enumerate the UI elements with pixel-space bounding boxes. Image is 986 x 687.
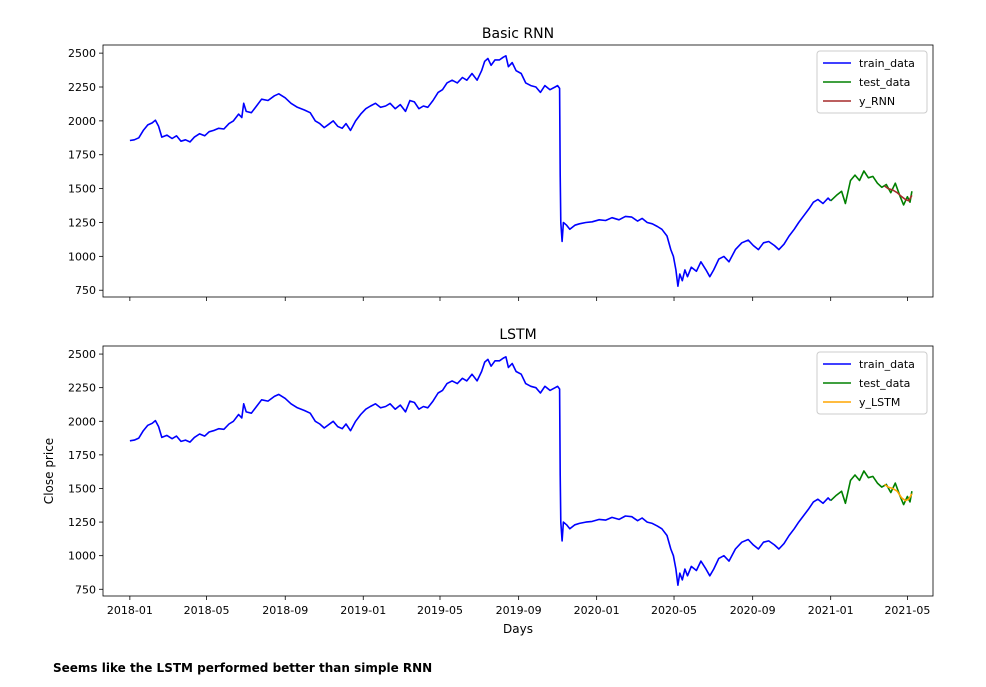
chart1-series-y-RNN — [883, 185, 913, 202]
chart2-xtick-label: 2019-09 — [496, 604, 542, 617]
chart2-xtick-label: 2019-01 — [340, 604, 386, 617]
chart1-frame — [102, 44, 934, 298]
chart1-ytick-label: 1250 — [68, 216, 96, 229]
chart1-ytick-label: 1500 — [68, 183, 96, 196]
chart2-xtick-label: 2021-01 — [808, 604, 854, 617]
chart2-legend-label: test_data — [859, 377, 910, 390]
chart2-ylabel: Close price — [42, 438, 56, 504]
chart2-legend-label: y_LSTM — [859, 396, 900, 409]
chart2-ytick-label: 1500 — [68, 482, 96, 495]
chart1-series-test-data — [830, 170, 913, 206]
chart2-title: LSTM — [499, 327, 536, 343]
chart2-ytick-label: 750 — [75, 583, 96, 596]
chart2-xtick-label: 2020-09 — [730, 604, 776, 617]
chart2-xtick-label: 2019-05 — [417, 604, 463, 617]
chart1-legend-label: train_data — [859, 57, 915, 70]
chart2-ytick-label: 1000 — [68, 550, 96, 563]
chart1-ytick-label: 2000 — [68, 115, 96, 128]
chart2-xtick-label: 2018-01 — [107, 604, 153, 617]
chart2-legend — [816, 351, 928, 415]
chart2-ytick-label: 2500 — [68, 348, 96, 361]
chart1-title: Basic RNN — [482, 26, 554, 42]
chart2-series-test-data — [830, 470, 913, 506]
chart2-series-y-LSTM — [883, 483, 913, 502]
chart1-legend-label: y_RNN — [859, 95, 895, 108]
chart1-legend-label: test_data — [859, 76, 910, 89]
chart2-xtick-label: 2021-05 — [884, 604, 930, 617]
chart1-ytick-label: 1750 — [68, 149, 96, 162]
caption: Seems like the LSTM performed better tha… — [53, 661, 433, 675]
chart2-legend-label: train_data — [859, 358, 915, 371]
chart1-ytick-label: 2500 — [68, 47, 96, 60]
chart2-ytick-label: 2000 — [68, 415, 96, 428]
chart2-xtick-label: 2020-01 — [574, 604, 620, 617]
chart2-ytick-label: 1250 — [68, 516, 96, 529]
chart2-xtick-label: 2018-09 — [262, 604, 308, 617]
chart1-ytick-label: 1000 — [68, 250, 96, 263]
chart2-ytick-label: 2250 — [68, 382, 96, 395]
chart2-series-train-data — [129, 356, 832, 586]
chart1-series-train-data — [129, 55, 832, 287]
chart2-xtick-label: 2018-05 — [184, 604, 230, 617]
chart2-ytick-label: 1750 — [68, 449, 96, 462]
chart1-ytick-label: 750 — [75, 284, 96, 297]
chart1-ytick-label: 2250 — [68, 81, 96, 94]
chart1-legend — [816, 50, 928, 114]
chart2-xlabel: Days — [503, 622, 533, 636]
chart2-frame — [102, 345, 934, 597]
chart2-xtick-label: 2020-05 — [651, 604, 697, 617]
